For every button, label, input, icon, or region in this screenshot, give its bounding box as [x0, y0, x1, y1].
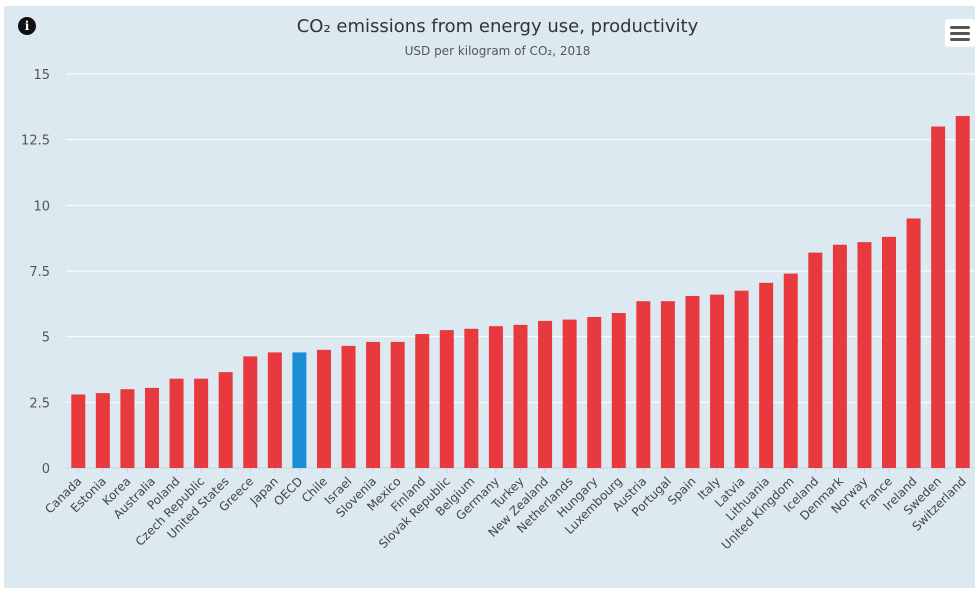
chart-title: CO₂ emissions from energy use, productiv… — [296, 16, 699, 37]
bar-france[interactable] — [882, 236, 897, 468]
bar-hungary[interactable] — [587, 316, 602, 468]
bar-luxembourg[interactable] — [611, 313, 626, 468]
bar-germany[interactable] — [488, 326, 503, 468]
bar-austria[interactable] — [636, 301, 651, 468]
bar-netherlands[interactable] — [562, 319, 577, 468]
bar-oecd[interactable] — [292, 352, 307, 468]
bar-portugal[interactable] — [660, 301, 675, 468]
bar-canada[interactable] — [71, 394, 86, 468]
x-tick-label: Spain — [665, 474, 699, 508]
bar-denmark[interactable] — [832, 244, 847, 468]
bar-united-kingdom[interactable] — [783, 273, 798, 468]
hamburger-menu-icon[interactable] — [945, 19, 975, 47]
bar-mexico[interactable] — [390, 341, 405, 468]
bar-new-zealand[interactable] — [538, 320, 553, 468]
bar-finland[interactable] — [415, 334, 430, 468]
y-tick-label: 12.5 — [21, 134, 50, 149]
bar-greece[interactable] — [243, 356, 258, 468]
bar-iceland[interactable] — [808, 252, 823, 468]
chart-subtitle: USD per kilogram of CO₂, 2018 — [404, 44, 591, 58]
bar-switzerland[interactable] — [955, 116, 970, 468]
y-tick-label: 5 — [42, 331, 50, 346]
bar-israel[interactable] — [341, 345, 356, 468]
bar-norway[interactable] — [857, 242, 872, 468]
y-tick-label: 10 — [33, 199, 50, 214]
bar-latvia[interactable] — [734, 290, 749, 468]
y-tick-label: 0 — [42, 462, 50, 477]
bar-spain[interactable] — [685, 295, 700, 468]
bar-belgium[interactable] — [464, 328, 479, 468]
bar-united-states[interactable] — [218, 372, 233, 468]
y-tick-label: 2.5 — [29, 396, 50, 411]
y-tick-label: 7.5 — [29, 265, 50, 280]
bar-korea[interactable] — [120, 389, 135, 468]
bar-turkey[interactable] — [513, 324, 528, 468]
bar-chile[interactable] — [316, 349, 331, 468]
bar-australia[interactable] — [144, 387, 159, 468]
bar-japan[interactable] — [267, 352, 282, 468]
bar-estonia[interactable] — [95, 393, 110, 468]
bar-slovenia[interactable] — [366, 341, 381, 468]
bar-italy[interactable] — [710, 294, 725, 468]
bar-ireland[interactable] — [906, 218, 921, 468]
bar-sweden[interactable] — [931, 126, 946, 469]
info-icon[interactable]: i — [18, 17, 36, 35]
bar-poland[interactable] — [169, 378, 184, 468]
bar-lithuania[interactable] — [759, 282, 774, 468]
bars — [71, 116, 970, 469]
y-axis-ticks: 0 2.5 5 7.5 10 12.5 15 — [21, 68, 50, 477]
x-tick-label: OECD — [271, 474, 305, 508]
y-tick-label: 15 — [33, 68, 50, 83]
bar-czech-republic[interactable] — [194, 378, 209, 468]
bar-slovak-republic[interactable] — [439, 330, 454, 468]
